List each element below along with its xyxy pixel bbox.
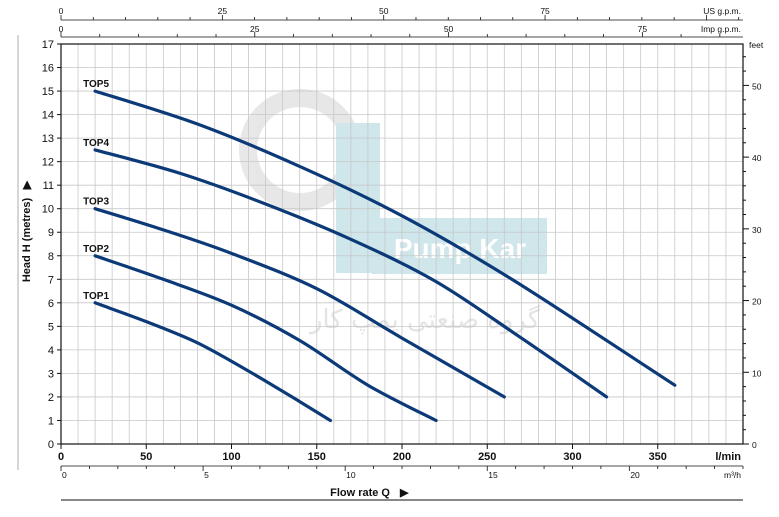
- x-top2-tick-label: 25: [250, 24, 260, 34]
- y-tick-label: 17: [42, 39, 54, 51]
- y-tick-label: 0: [48, 439, 54, 451]
- y-tick-label: 1: [48, 415, 54, 427]
- x2-unit-label: m³/h: [724, 470, 741, 480]
- x-top1-tick-label: 0: [59, 6, 64, 16]
- y-tick-label: 10: [42, 204, 54, 216]
- chart-curves: TOP1 TOP2 TOP3 TOP4 TOP5: [83, 79, 677, 423]
- y-axis-title-arrow: ▶: [21, 180, 33, 190]
- y-tick-label: 12: [42, 157, 54, 169]
- x2-tick-label: 0: [62, 470, 67, 480]
- x-unit-label: l/min: [715, 451, 741, 463]
- x-axis-title-arrow: ▶: [399, 487, 409, 499]
- y-right-tick-label: 20: [752, 297, 762, 307]
- x2-tick-label: 15: [488, 470, 498, 480]
- x2-tick-label: 20: [630, 470, 640, 480]
- pumpkar-watermark: Pump Kar گروه صنعتی پمپ کار: [238, 89, 547, 335]
- curve-top5: [93, 89, 677, 387]
- curve-label-top2: TOP2: [83, 244, 109, 255]
- curve-label-top4: TOP4: [83, 138, 109, 149]
- y-right-tick-label: 30: [752, 225, 762, 235]
- chart-axes: 0123456789101112131415161701020304050fee…: [17, 6, 764, 501]
- x-top2-tick-label: 50: [444, 24, 454, 34]
- x-tick-label: 150: [308, 451, 326, 463]
- x-tick-label: 300: [563, 451, 581, 463]
- chart-grid: [61, 44, 743, 444]
- y-right-unit: feet: [749, 40, 764, 50]
- y-tick-label: 9: [48, 227, 54, 239]
- y-tick-label: 4: [48, 345, 54, 357]
- x-tick-label: 50: [140, 451, 152, 463]
- y-tick-label: 16: [42, 63, 54, 75]
- x2-tick-label: 10: [346, 470, 356, 480]
- x-top2-tick-label: 75: [638, 24, 648, 34]
- x-tick-label: 250: [478, 451, 496, 463]
- y-tick-label: 11: [43, 180, 54, 192]
- x-top1-tick-label: 25: [218, 6, 228, 16]
- curve-top3: [93, 207, 506, 399]
- y-axis-title: Head H (metres): [21, 197, 33, 282]
- curve-label-top3: TOP3: [83, 197, 109, 208]
- x-top1-unit-label: US g.p.m.: [703, 6, 741, 16]
- curve-top2: [93, 254, 438, 423]
- x-top1-tick-label: 75: [540, 6, 550, 16]
- y-tick-label: 5: [48, 321, 54, 333]
- watermark-persian-text: گروه صنعتی پمپ کار: [308, 304, 541, 335]
- y-tick-label: 2: [48, 392, 54, 404]
- y-right-tick-label: 50: [752, 81, 762, 91]
- y-right-tick-label: 0: [752, 440, 757, 450]
- curve-top4: [93, 148, 609, 399]
- x-tick-label: 0: [58, 451, 64, 463]
- y-tick-label: 15: [42, 86, 54, 98]
- curve-label-top1: TOP1: [83, 291, 109, 302]
- y-tick-label: 14: [42, 110, 54, 122]
- x-axis-title: Flow rate Q: [330, 487, 390, 499]
- y-right-tick-label: 10: [752, 368, 762, 378]
- y-right-tick-label: 40: [752, 153, 762, 163]
- y-tick-label: 6: [48, 298, 54, 310]
- x-tick-label: 100: [222, 451, 240, 463]
- x-tick-label: 350: [649, 451, 667, 463]
- x-tick-label: 200: [393, 451, 411, 463]
- curve-top1: [93, 301, 332, 423]
- y-tick-label: 7: [48, 274, 54, 286]
- curve-label-top5: TOP5: [83, 79, 109, 90]
- x-top2-tick-label: 0: [59, 24, 64, 34]
- x-top2-unit-label: Imp g.p.m.: [701, 24, 741, 34]
- y-tick-label: 3: [48, 368, 54, 380]
- y-tick-label: 8: [48, 251, 54, 263]
- x-top1-tick-label: 50: [379, 6, 389, 16]
- x2-tick-label: 5: [204, 470, 209, 480]
- y-tick-label: 13: [42, 133, 54, 145]
